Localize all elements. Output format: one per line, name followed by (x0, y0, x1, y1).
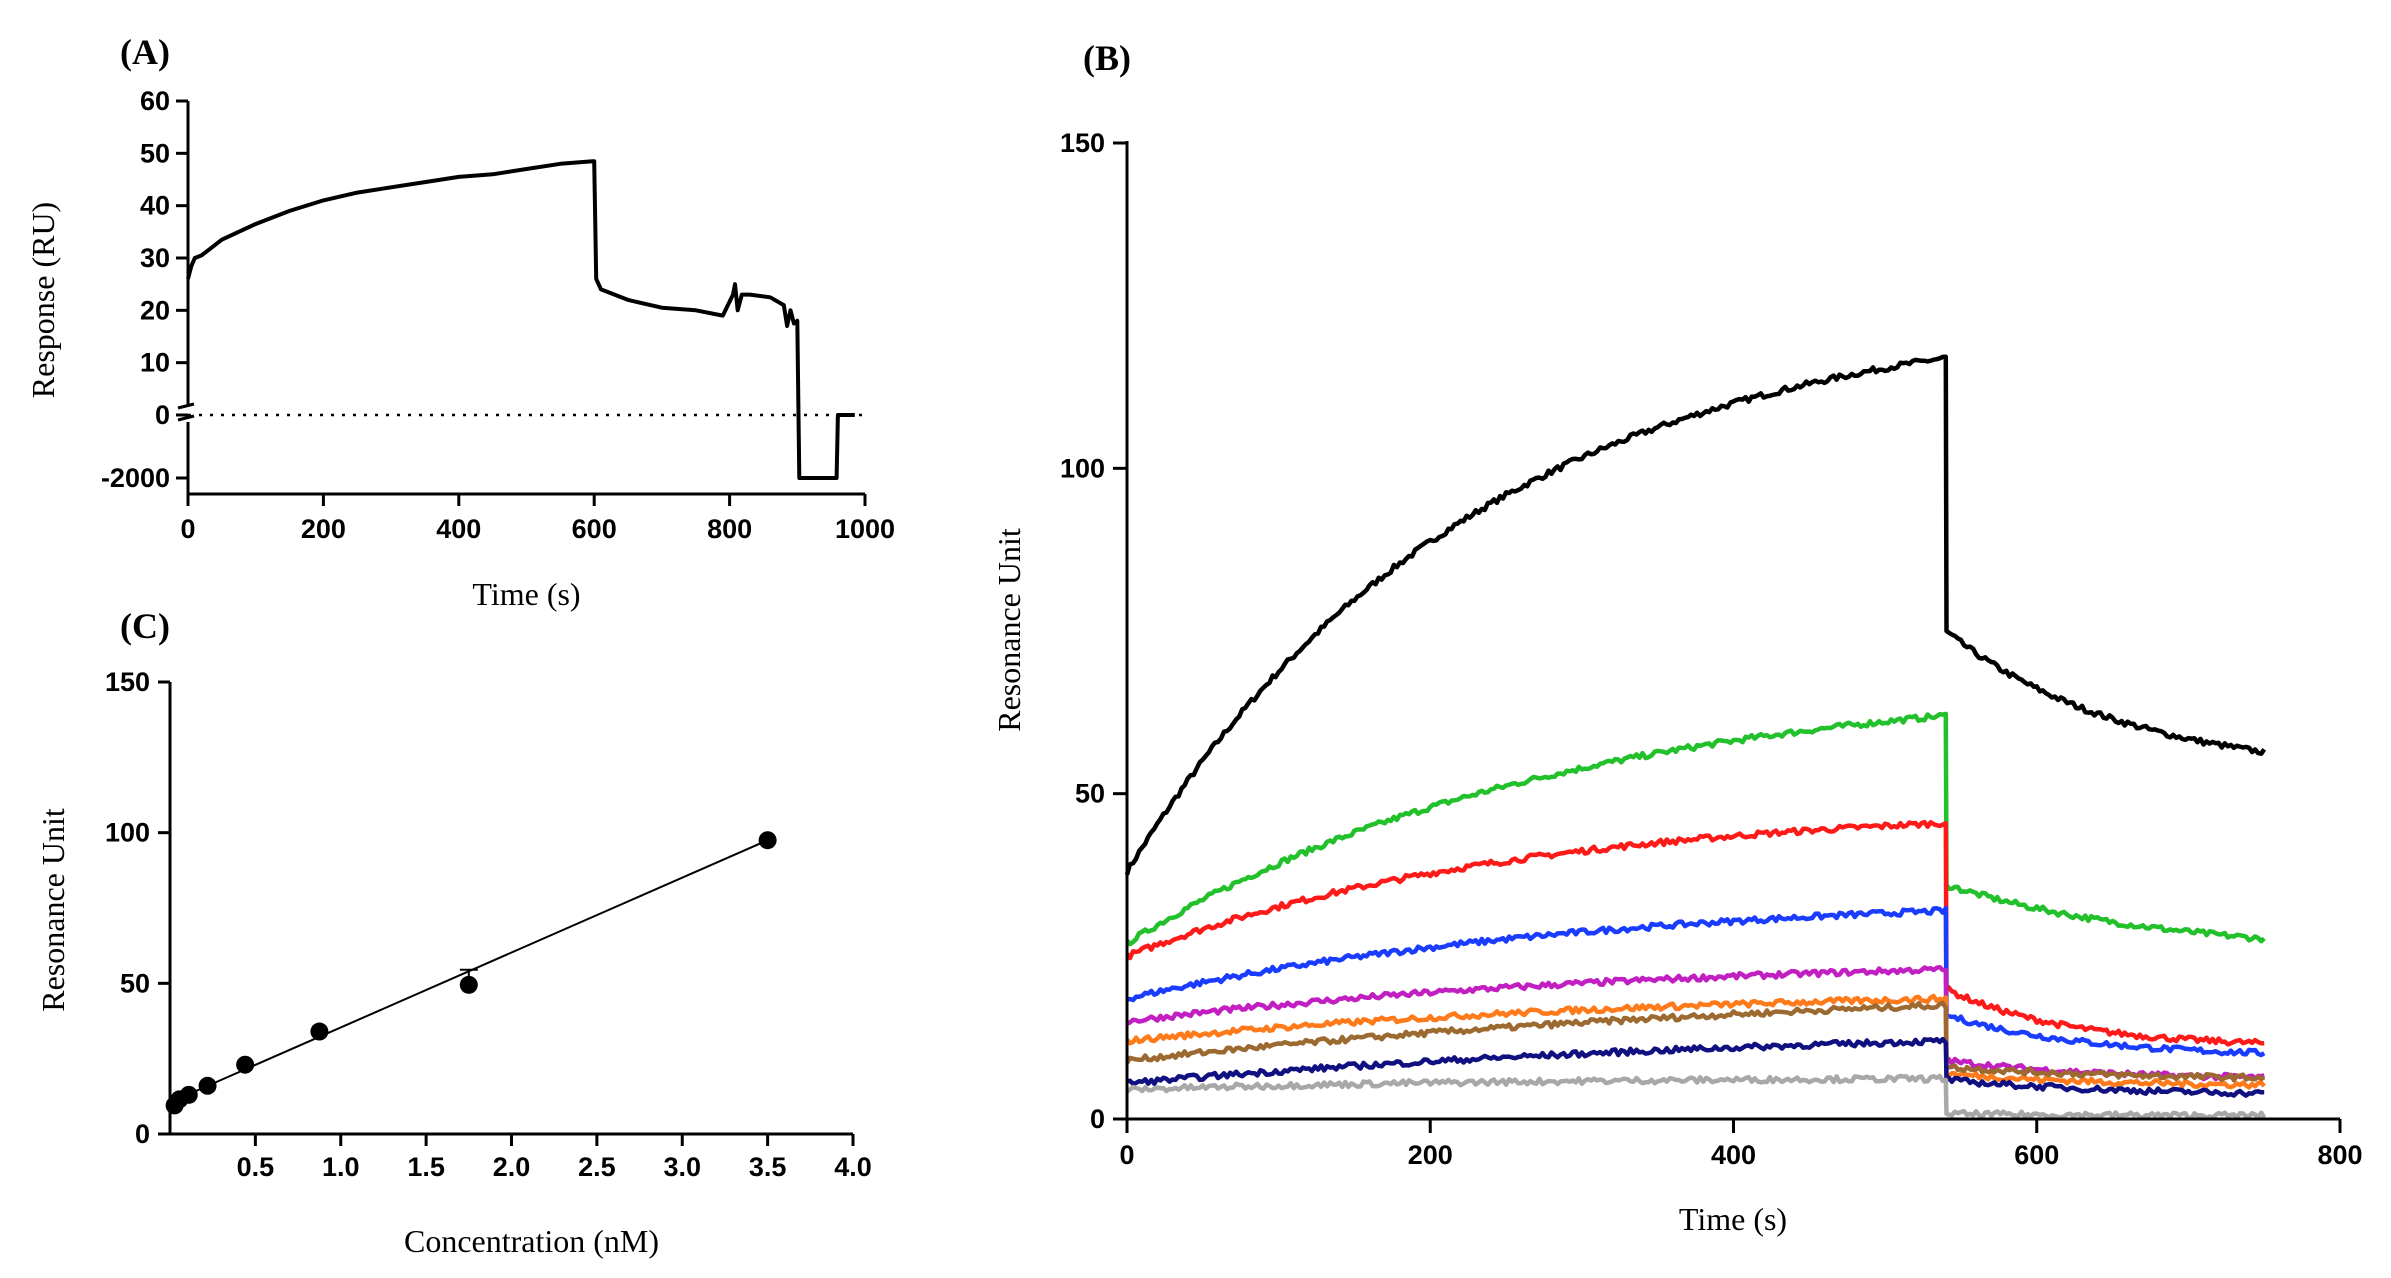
x-axis-title: Time (s) (472, 576, 580, 612)
x-tick-label: 0 (1119, 1140, 1134, 1170)
y-tick-label: 150 (105, 667, 150, 697)
y-axis-title: Resonance Unit (35, 808, 71, 1012)
axis-break-mark (177, 402, 195, 410)
y-tick-label: 50 (120, 968, 150, 998)
y-tick-label: 10 (140, 348, 170, 378)
x-tick-label: 1.5 (407, 1152, 445, 1182)
x-tick-label: 4.0 (834, 1152, 872, 1182)
y-tick-label: 60 (140, 86, 170, 116)
data-point (758, 831, 777, 850)
x-tick-label: 200 (1408, 1140, 1453, 1170)
x-tick-label: 200 (301, 514, 346, 544)
data-point (198, 1076, 217, 1095)
sensorgram-line-brown (1125, 1000, 2266, 1083)
x-tick-label: 0 (180, 514, 195, 544)
y-tick-label: 100 (1060, 453, 1105, 483)
axis-break-mark (177, 414, 195, 422)
response-series-line (186, 159, 855, 480)
x-tick-label: 0.5 (237, 1152, 275, 1182)
y-axis-title: Resonance Unit (991, 528, 1027, 732)
panel-a-chart: 0 10 20 30 40 50 60 -2000 0 200 400 600 800 1000 Time… (25, 86, 895, 612)
panel-b-chart: 0 50 100 150 0 200 400 600 800 Time (s) Resonanc… (991, 128, 2363, 1237)
y-tick-label: 0 (155, 400, 170, 430)
sensorgram-line-gray (1125, 1073, 2267, 1121)
x-tick-label: 2.0 (493, 1152, 531, 1182)
sensorgram-line-blue (1126, 905, 2266, 1058)
y-tick-label: 150 (1060, 128, 1105, 158)
x-tick-label: 3.0 (663, 1152, 701, 1182)
x-tick-label: 400 (436, 514, 481, 544)
x-tick-label: 1000 (835, 514, 895, 544)
data-point (179, 1085, 198, 1104)
sensorgram-line-navy (1126, 1036, 2265, 1098)
y-tick-label: 50 (140, 138, 170, 168)
x-tick-label: 600 (2014, 1140, 2059, 1170)
y-tick-label: 30 (140, 243, 170, 273)
sensorgram-line-red (1125, 819, 2265, 1047)
sensorgram-line-orange (1125, 993, 2266, 1090)
y-tick-label: -2000 (101, 463, 170, 493)
panel-label-c: (C) (120, 606, 170, 646)
data-point (310, 1022, 329, 1041)
y-tick-label: 100 (105, 818, 150, 848)
data-point (236, 1055, 255, 1074)
sensorgram-line-green (1125, 711, 2266, 947)
x-tick-label: 3.5 (749, 1152, 787, 1182)
panel-c-chart: 0 50 100 150 0.5 1.0 1.5 2.0 2.5 3.0 3.5 4.0 Concen… (35, 667, 872, 1259)
x-tick-label: 600 (572, 514, 617, 544)
sensorgram-line-black (1124, 354, 2267, 876)
y-tick-label: 0 (1090, 1104, 1105, 1134)
y-tick-label: 0 (135, 1119, 150, 1149)
y-axis-title: Response (RU) (25, 202, 61, 398)
y-tick-label: 40 (140, 191, 170, 221)
sensorgram-line-magenta (1126, 964, 2265, 1082)
x-tick-label: 800 (707, 514, 752, 544)
x-tick-label: 2.5 (578, 1152, 616, 1182)
x-axis-title: Time (s) (1679, 1201, 1787, 1237)
data-point (459, 975, 478, 994)
x-tick-label: 1.0 (322, 1152, 360, 1182)
x-tick-label: 800 (2317, 1140, 2362, 1170)
y-tick-label: 20 (140, 295, 170, 325)
panel-label-a: (A) (120, 32, 170, 72)
x-tick-label: 400 (1711, 1140, 1756, 1170)
panel-label-b: (B) (1083, 38, 1131, 78)
x-axis-title: Concentration (nM) (404, 1223, 659, 1259)
y-tick-label: 50 (1075, 779, 1105, 809)
